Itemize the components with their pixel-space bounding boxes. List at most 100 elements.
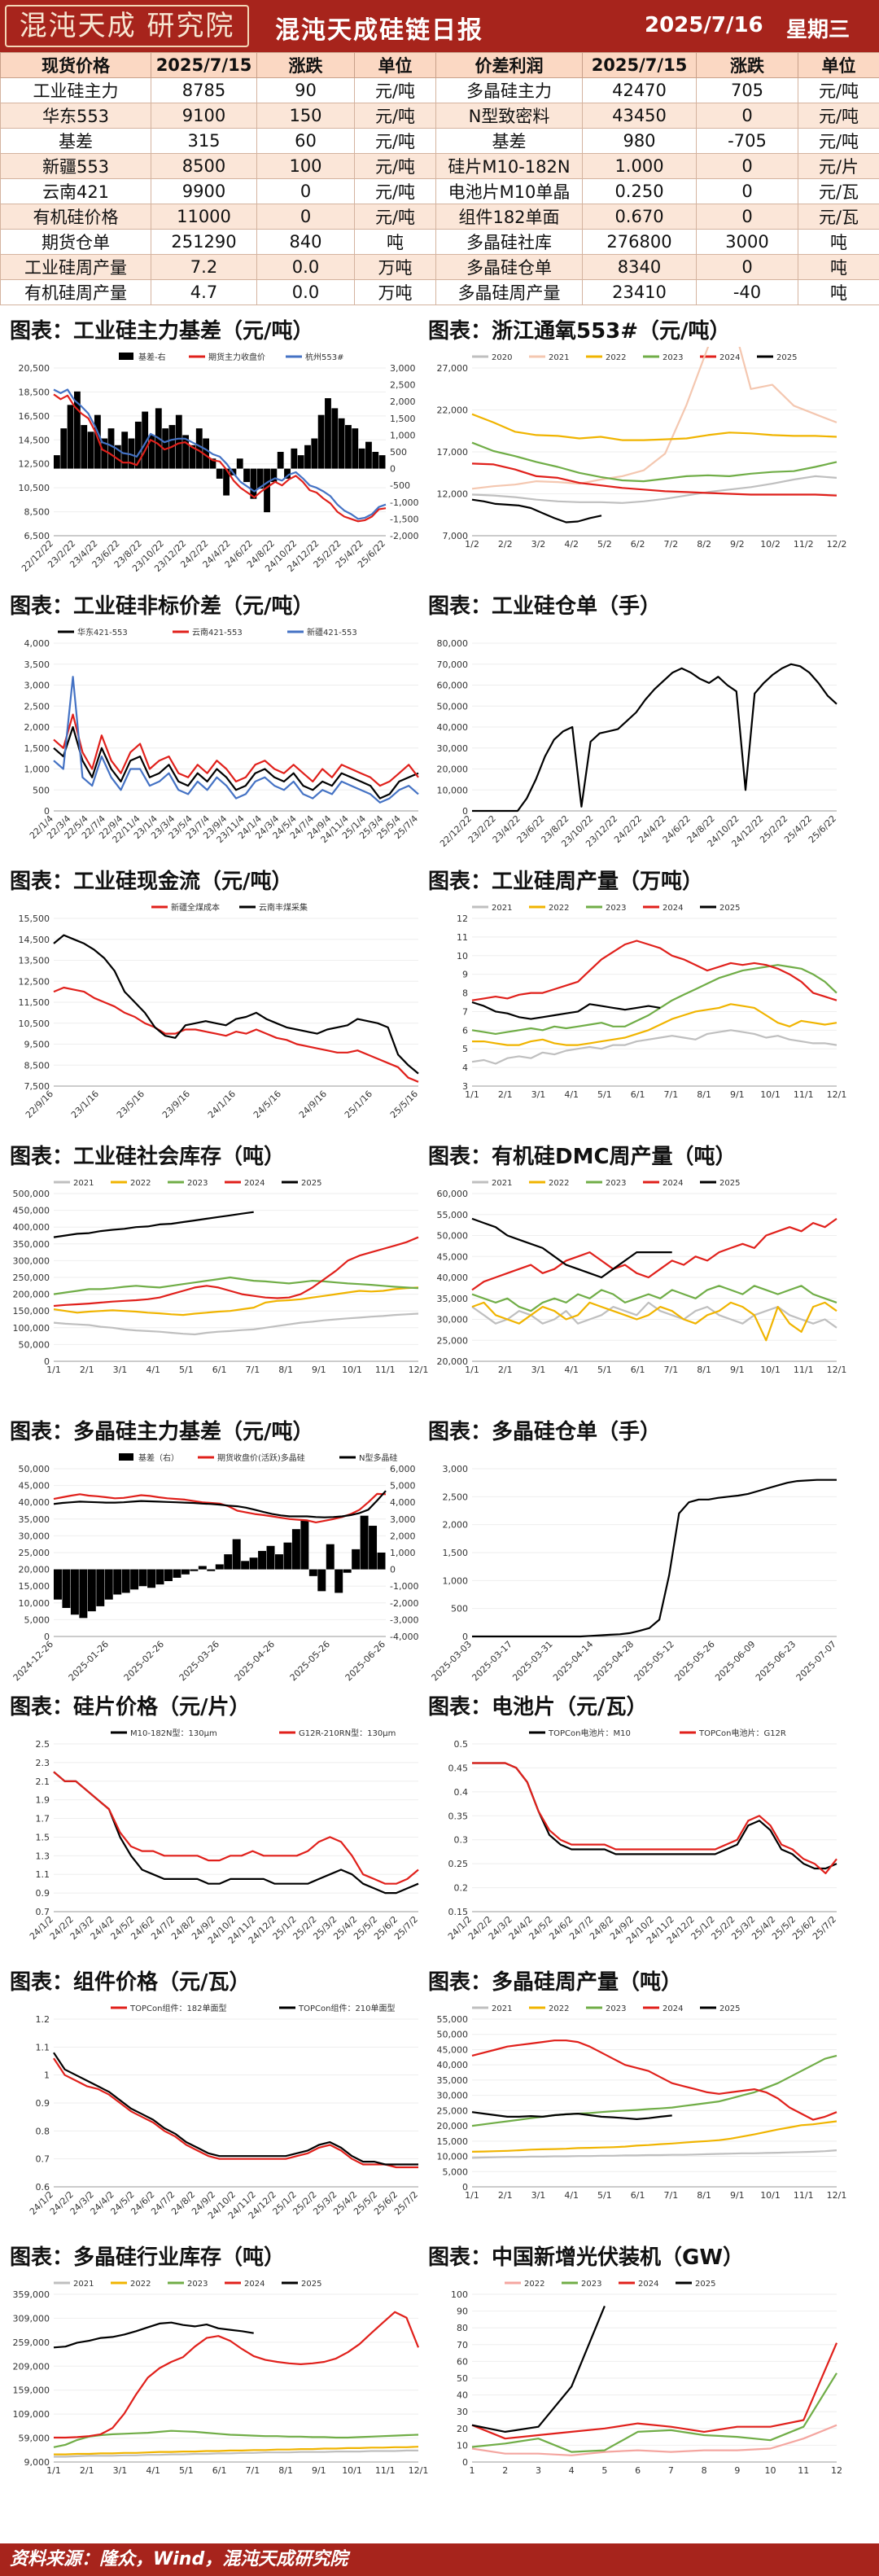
table-row: 云南421 9900 0 元/吨 电池片M10单晶 0.250 0 元/瓦 (0, 178, 879, 204)
table-cell: 多晶硅仓单 (435, 254, 583, 280)
chart-panel-c1: 图表：工业硅主力基差（元/吨） 基差-右 期货主力收盘价 杭州553# 6,500 8,5… (5, 316, 428, 589)
table-cell: 万吨 (354, 279, 436, 305)
table-cell: 云南421 (0, 178, 151, 204)
chart-svg: 华东421-553 云南421-553 新疆421-553 0 500 1,000 1,50… (24, 627, 421, 845)
table-cell: 150 (256, 103, 355, 129)
legend-label: 2024 (638, 2280, 658, 2289)
y-tick-label: 5,000 (443, 2166, 469, 2177)
table-cell: 0 (696, 254, 798, 280)
chart-svg: 2021 2022 2023 2024 2025 9,000 59,000 109,000 15… (13, 2280, 429, 2476)
series-line (54, 2449, 418, 2458)
y-tick-label: 9 (462, 970, 468, 980)
y-tick-label: 359,000 (13, 2289, 50, 2300)
y-tick-label: 80 (457, 2323, 468, 2333)
bar-mark (256, 468, 264, 489)
y-tick-label: 30,000 (437, 1315, 469, 1325)
y-tick-label: 10,500 (19, 483, 50, 493)
x-tick-label: 11/2 (794, 539, 814, 550)
x-tick-label: 2/1 (80, 1365, 94, 1375)
y-tick-label: 25,000 (19, 1548, 50, 1558)
y-tick-label: 11 (457, 932, 468, 943)
legend-label: 2024 (663, 1179, 683, 1188)
table-cell: 315 (151, 128, 257, 154)
y-tick-label: 2,500 (24, 701, 50, 712)
x-tick-label: 8/1 (697, 2190, 711, 2201)
table-cell: 0.0 (256, 254, 355, 280)
chart-svg: TOPCon组件：182单面型 TOPCon组件：210单面型 0.6 0.7 0.8 0… (28, 2003, 420, 2221)
bar-mark (264, 468, 270, 513)
series-line (54, 2311, 420, 2439)
x-tick-label: 10/2 (760, 539, 781, 550)
table-cell: 元/吨 (354, 128, 436, 154)
series-line (471, 441, 837, 483)
legend-label: 2024 (719, 353, 740, 362)
x-tick-label: 1/1 (465, 1089, 479, 1100)
series-line (471, 2039, 837, 2121)
report-date: 2025/7/16 (645, 13, 763, 37)
y-tick-label: 0 (44, 1632, 50, 1642)
chart-svg: 2021 2022 2023 2024 2025 3 4 5 6 7 8 9 10 11 12 1/1 2/1 3… (457, 904, 846, 1100)
y-tick-label: 12,000 (437, 489, 469, 500)
legend-label: 2023 (606, 904, 626, 913)
report-weekday: 星期三 (786, 18, 851, 42)
x-tick-label: 24/1/16 (206, 1089, 238, 1120)
bar-mark (70, 1569, 79, 1615)
table-cell: 吨 (798, 229, 879, 255)
table-cell: 元/吨 (798, 103, 879, 129)
y-right-tick-label: 1,000 (390, 430, 416, 440)
bar-mark (358, 448, 365, 469)
bar-mark (250, 468, 257, 499)
bar-mark (203, 438, 210, 469)
x-tick-label: 5/2 (597, 539, 612, 550)
y-tick-label: 5,000 (24, 1614, 50, 1625)
bar-mark (291, 448, 298, 469)
x-tick-label: 7 (668, 2465, 674, 2476)
y-tick-label: 55,000 (437, 1210, 469, 1220)
chart-svg: 2020 2021 2022 2023 2024 2025 7,000 12,000 17,00… (437, 347, 846, 550)
x-tick-label: 8/1 (278, 1365, 293, 1375)
legend-label: 2021 (73, 1179, 94, 1188)
y-right-tick-label: 3,000 (390, 1514, 416, 1525)
y-right-tick-label: -4,000 (390, 1632, 418, 1642)
chart-panel-c5: 图表：工业硅现金流（元/吨） 新疆全煤成本 云南丰煤采集 7,500 8,500 9,50… (5, 866, 428, 1140)
y-tick-label: 3 (462, 1081, 468, 1092)
y-tick-label: 50 (457, 2373, 468, 2384)
bar-mark (128, 438, 135, 469)
bar-mark (209, 458, 216, 469)
page-header: 混沌天成 研究院 混沌天成硅链日报 2025/7/16 星期三 (0, 0, 879, 52)
y-tick-label: 0 (462, 1632, 468, 1642)
series-line (53, 1312, 419, 1336)
chart-title: 图表：工业硅周产量（万吨） (428, 870, 704, 894)
y-tick-label: 3,000 (443, 1464, 469, 1474)
y-tick-label: 60 (457, 2356, 468, 2367)
series-line (471, 1001, 661, 1020)
bar-mark (283, 1542, 292, 1570)
y-right-tick-label: 5,000 (390, 1481, 416, 1492)
y-tick-label: 50,000 (437, 1231, 469, 1242)
chart-svg: 2021 2022 2023 2024 2025 0 50,000 100,000 150,00… (13, 1179, 429, 1375)
table-cell: 华东553 (0, 103, 151, 129)
bar-mark (297, 455, 304, 469)
x-tick-label: 2025-06-23 (754, 1639, 798, 1683)
bar-mark (369, 1526, 378, 1570)
legend-label: 2023 (663, 353, 683, 362)
y-tick-label: 20,000 (437, 2121, 469, 2131)
table-cell: 元/吨 (354, 103, 436, 129)
table-cell: 705 (696, 77, 798, 103)
table-cell: 元/吨 (798, 128, 879, 154)
table-cell: -705 (696, 128, 798, 154)
legend-label: 2025 (301, 1179, 321, 1188)
chart-title: 图表：工业硅主力基差（元/吨） (10, 319, 314, 344)
y-tick-label: 0.9 (36, 1888, 50, 1899)
table-row: 基差 315 60 元/吨 基差 980 -705 元/吨 (0, 128, 879, 154)
bar-mark (270, 468, 278, 483)
x-tick-label: 4/1 (564, 1089, 579, 1100)
series-line (53, 1236, 419, 1308)
series-line (471, 964, 837, 1035)
series-line (53, 676, 419, 804)
legend-label: 基差（右） (138, 1452, 179, 1463)
table-cell: 0 (696, 178, 798, 204)
y-tick-label: 2,500 (443, 1492, 469, 1502)
x-tick-label: 12/2 (827, 539, 846, 550)
x-tick-label: 1 (470, 2465, 475, 2476)
